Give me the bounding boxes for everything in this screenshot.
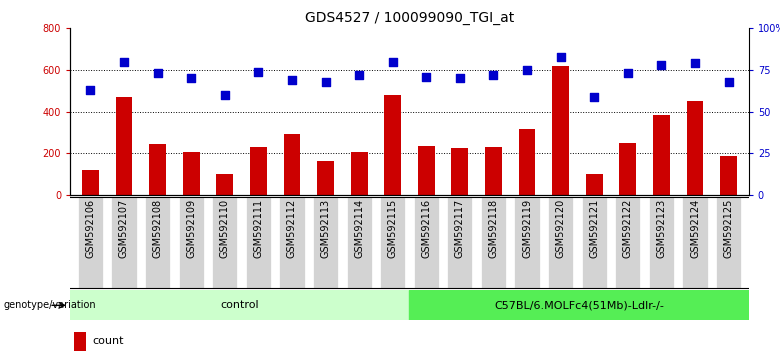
FancyBboxPatch shape xyxy=(78,196,103,289)
Point xyxy=(555,54,567,59)
FancyBboxPatch shape xyxy=(413,196,439,289)
FancyBboxPatch shape xyxy=(582,196,607,289)
Text: GSM592106: GSM592106 xyxy=(85,199,95,258)
Text: GSM592122: GSM592122 xyxy=(623,199,633,258)
FancyBboxPatch shape xyxy=(212,196,237,289)
Text: GSM592108: GSM592108 xyxy=(153,199,162,258)
Text: GSM592117: GSM592117 xyxy=(455,199,465,258)
Text: C57BL/6.MOLFc4(51Mb)-Ldlr-/-: C57BL/6.MOLFc4(51Mb)-Ldlr-/- xyxy=(495,300,664,310)
Text: GSM592115: GSM592115 xyxy=(388,199,398,258)
Text: GSM592120: GSM592120 xyxy=(555,199,566,258)
Text: GSM592107: GSM592107 xyxy=(119,199,129,258)
Bar xyxy=(149,144,166,195)
Bar xyxy=(519,129,536,195)
Text: GSM592125: GSM592125 xyxy=(724,199,734,258)
FancyBboxPatch shape xyxy=(481,196,506,289)
Point xyxy=(655,62,668,68)
FancyBboxPatch shape xyxy=(716,196,741,289)
Point xyxy=(185,75,197,81)
FancyBboxPatch shape xyxy=(615,196,640,289)
Text: GSM592109: GSM592109 xyxy=(186,199,196,258)
Point xyxy=(151,70,164,76)
Text: GSM592114: GSM592114 xyxy=(354,199,364,258)
FancyBboxPatch shape xyxy=(145,196,170,289)
FancyBboxPatch shape xyxy=(649,196,674,289)
Bar xyxy=(452,148,468,195)
Point xyxy=(285,77,298,83)
Point xyxy=(689,61,701,66)
Text: GSM592124: GSM592124 xyxy=(690,199,700,258)
Text: GSM592112: GSM592112 xyxy=(287,199,297,258)
Point xyxy=(319,79,332,84)
Bar xyxy=(82,170,99,195)
Bar xyxy=(317,161,334,195)
Point xyxy=(252,69,264,74)
Text: GSM592121: GSM592121 xyxy=(589,199,599,258)
Bar xyxy=(619,143,636,195)
Bar xyxy=(250,147,267,195)
Bar xyxy=(115,97,133,195)
Point xyxy=(588,94,601,99)
Bar xyxy=(216,174,233,195)
Point xyxy=(353,72,365,78)
FancyBboxPatch shape xyxy=(246,196,271,289)
FancyBboxPatch shape xyxy=(346,196,372,289)
Text: GSM592111: GSM592111 xyxy=(254,199,264,258)
FancyBboxPatch shape xyxy=(447,196,473,289)
Text: GSM592119: GSM592119 xyxy=(522,199,532,258)
Point xyxy=(722,79,735,84)
Text: GSM592123: GSM592123 xyxy=(657,199,666,258)
Bar xyxy=(586,174,603,195)
Bar xyxy=(686,101,704,195)
Point xyxy=(84,87,97,93)
Point xyxy=(622,70,634,76)
Point xyxy=(488,72,500,78)
Text: GSM592118: GSM592118 xyxy=(488,199,498,258)
FancyBboxPatch shape xyxy=(112,196,136,289)
FancyBboxPatch shape xyxy=(179,196,204,289)
Text: GDS4527 / 100099090_TGI_at: GDS4527 / 100099090_TGI_at xyxy=(305,11,514,25)
Bar xyxy=(653,115,670,195)
Bar xyxy=(418,146,434,195)
Bar xyxy=(183,152,200,195)
Point xyxy=(454,75,466,81)
FancyBboxPatch shape xyxy=(548,196,573,289)
Bar xyxy=(410,290,749,320)
FancyBboxPatch shape xyxy=(313,196,338,289)
Point xyxy=(521,67,534,73)
Point xyxy=(420,74,433,79)
Bar xyxy=(70,290,410,320)
Text: genotype/variation: genotype/variation xyxy=(4,300,97,310)
Point xyxy=(386,59,399,64)
Text: GSM592116: GSM592116 xyxy=(421,199,431,258)
Bar xyxy=(283,135,300,195)
Text: control: control xyxy=(221,300,259,310)
Point xyxy=(218,92,231,98)
Bar xyxy=(73,332,86,351)
Bar xyxy=(351,152,367,195)
FancyBboxPatch shape xyxy=(682,196,707,289)
Text: count: count xyxy=(92,336,123,346)
FancyBboxPatch shape xyxy=(279,196,304,289)
Bar xyxy=(485,147,502,195)
Bar xyxy=(720,156,737,195)
Bar xyxy=(552,66,569,195)
FancyBboxPatch shape xyxy=(380,196,406,289)
FancyBboxPatch shape xyxy=(515,196,540,289)
Text: GSM592113: GSM592113 xyxy=(321,199,331,258)
Bar xyxy=(385,95,401,195)
Point xyxy=(118,59,130,64)
Text: GSM592110: GSM592110 xyxy=(220,199,230,258)
